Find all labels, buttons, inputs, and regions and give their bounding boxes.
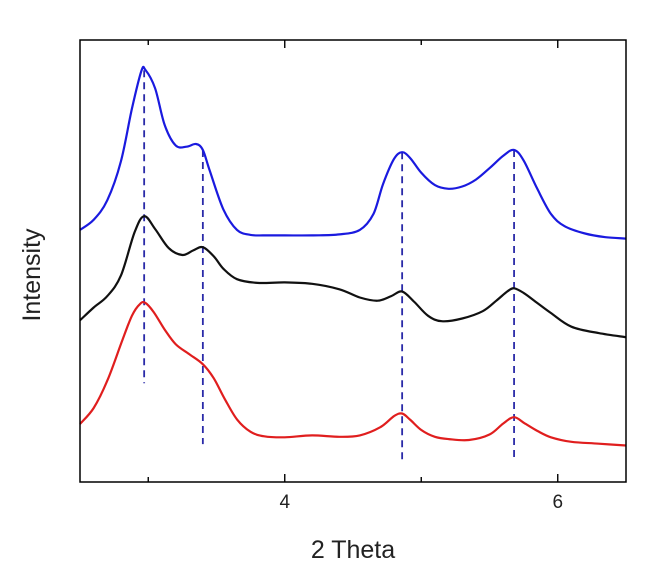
plot-frame	[79, 39, 627, 483]
series-lines	[79, 65, 627, 447]
x-ticks	[147, 40, 559, 482]
x-tick-label: 6	[552, 492, 563, 513]
peak-marker-lines	[143, 70, 515, 460]
series-line-3	[79, 300, 627, 447]
x-tick-label: 4	[279, 492, 290, 513]
series-line-1	[79, 65, 627, 240]
series-line-2	[79, 215, 627, 339]
x-axis-title: 2 Theta	[311, 536, 395, 564]
y-axis-title: Intensity	[18, 228, 46, 322]
